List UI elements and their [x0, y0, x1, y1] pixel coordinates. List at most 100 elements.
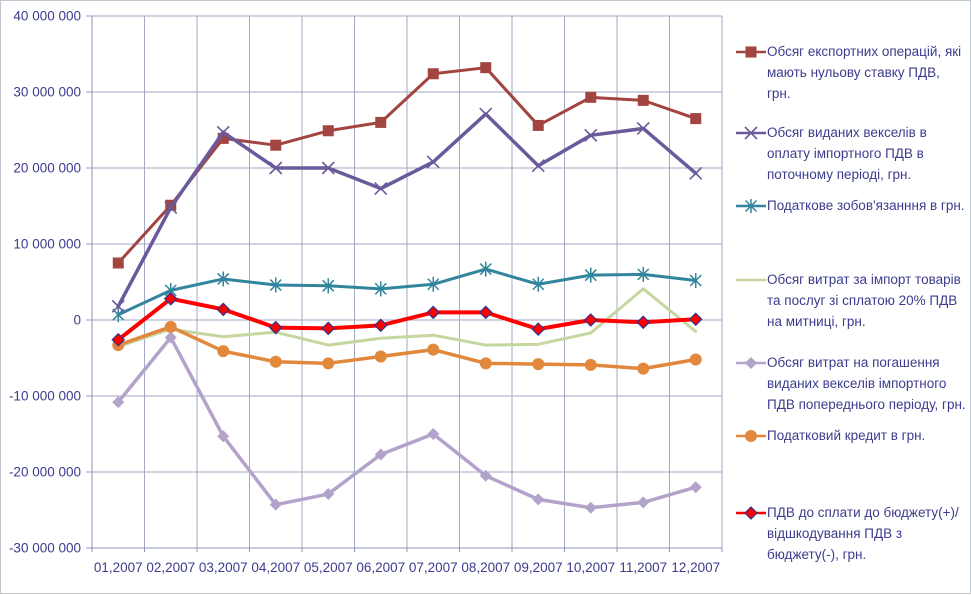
y-axis-tick-label: 20 000 000 [13, 161, 81, 176]
marker-diamond [531, 322, 546, 336]
marker-square [745, 46, 757, 58]
y-axis-tick-label: 10 000 000 [13, 237, 81, 252]
marker-diamond [163, 291, 178, 306]
marker-diamond [479, 469, 492, 482]
marker-square [427, 68, 439, 80]
marker-x [321, 161, 335, 175]
series-line [116, 66, 698, 265]
marker-star [532, 276, 545, 292]
marker-circle [689, 353, 702, 366]
x-axis-tick-label: 01,2007 [94, 560, 143, 575]
x-axis-tick-label: 05,2007 [304, 560, 353, 575]
legend-label: Обсяг витрат на погашення виданих вексел… [767, 355, 966, 412]
marker-circle [269, 355, 282, 368]
marker-star [269, 277, 282, 293]
x-axis-tick-label: 03,2007 [199, 560, 248, 575]
marker-star [427, 276, 440, 292]
marker-square [217, 132, 229, 144]
marker-x [584, 128, 598, 142]
legend-item: Обсяг експортних операцій, які мають нул… [736, 41, 966, 104]
marker-x [374, 181, 388, 196]
marker-diamond [111, 332, 126, 347]
marker-diamond [584, 501, 597, 514]
marker-diamond [745, 357, 757, 369]
marker-square [270, 139, 282, 151]
series-line [116, 325, 698, 371]
x-axis-tick-label: 07,2007 [409, 560, 458, 575]
x-axis-tick-label: 08,2007 [461, 560, 510, 575]
marker-star [637, 266, 650, 282]
marker-x [744, 126, 758, 140]
legend-label: Податковий кредит в грн. [767, 428, 926, 443]
marker-square [532, 119, 544, 131]
series-line [116, 112, 698, 309]
marker-star [217, 271, 230, 287]
legend-label: Обсяг експортних операцій, які мають нул… [767, 44, 962, 101]
marker-star [744, 199, 758, 213]
y-axis-tick-label: -20 000 000 [9, 465, 81, 480]
series-1 [111, 107, 703, 313]
marker-diamond [216, 302, 231, 317]
marker-circle [745, 430, 757, 442]
marker-star [584, 267, 597, 283]
x-axis-tick-label: 02,2007 [146, 560, 195, 575]
legend-item: Податковий кредит в грн. [736, 425, 966, 446]
marker-square [637, 94, 649, 106]
marker-diamond [744, 506, 758, 520]
y-axis-tick-label: 40 000 000 [13, 9, 81, 24]
series-line [116, 335, 698, 510]
marker-square [375, 116, 387, 128]
series-2 [112, 261, 702, 323]
marker-diamond [427, 428, 440, 440]
legend-label: Податкове зобов'язанння в грн. [767, 198, 965, 213]
legend-item: Податкове зобов'язанння в грн. [736, 195, 966, 216]
marker-x [636, 121, 650, 136]
x-axis-tick-label: 09,2007 [514, 560, 563, 575]
series-6 [111, 291, 703, 347]
legend-marker-diamond-edged [736, 506, 766, 520]
marker-square [480, 62, 492, 74]
legend-marker-x [736, 126, 766, 140]
legend-marker-square [736, 46, 766, 58]
marker-circle [584, 358, 597, 371]
y-axis-tick-label: -10 000 000 [9, 389, 81, 404]
legend-marker-circle [736, 430, 766, 442]
marker-diamond [112, 396, 125, 409]
legend-label: Обсяг витрат за імпорт товарів та послуг… [767, 272, 961, 329]
marker-diamond [426, 305, 441, 320]
marker-star [479, 261, 492, 277]
marker-diamond [478, 305, 493, 320]
legend-item: ПДВ до сплати до бюджету(+)/відшкодуванн… [736, 502, 966, 565]
legend-item: Обсяг витрат за імпорт товарів та послуг… [736, 269, 966, 332]
marker-x [216, 125, 230, 139]
marker-diamond [688, 312, 703, 327]
x-axis-tick-label: 12,2007 [671, 560, 720, 575]
marker-diamond [373, 318, 388, 333]
x-axis-tick-label: 06,2007 [356, 560, 405, 575]
y-axis-tick-label: 0 [73, 313, 81, 328]
legend-item: Обсяг виданих векселів в оплату імпортно… [736, 122, 966, 185]
legend-item: Обсяг витрат на погашення виданих вексел… [736, 352, 966, 415]
marker-diamond [321, 321, 336, 336]
legend-marker-none [736, 278, 766, 282]
marker-star [374, 281, 387, 297]
marker-star [322, 278, 335, 294]
legend-label: ПДВ до сплати до бюджету(+)/відшкодуванн… [767, 505, 959, 562]
marker-diamond [636, 315, 651, 330]
marker-circle [479, 357, 492, 370]
x-axis-tick-label: 10,2007 [566, 560, 615, 575]
y-axis-tick-label: 30 000 000 [13, 85, 81, 100]
marker-circle [217, 345, 230, 358]
x-axis-tick-label: 04,2007 [251, 560, 300, 575]
marker-square [585, 91, 597, 103]
marker-diamond [268, 320, 283, 335]
marker-diamond [374, 448, 387, 461]
chart-legend: Обсяг експортних операцій, які мають нул… [736, 1, 968, 595]
marker-star [689, 272, 702, 288]
marker-diamond [583, 313, 598, 327]
marker-circle [164, 320, 177, 333]
marker-diamond [217, 430, 230, 443]
legend-marker-star [736, 199, 766, 213]
legend-label: Обсяг виданих векселів в оплату імпортно… [767, 125, 927, 182]
